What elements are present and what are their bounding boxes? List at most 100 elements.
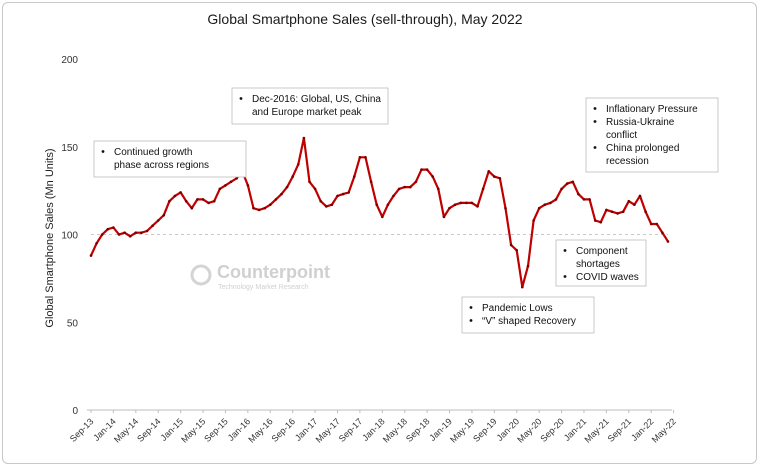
data-point xyxy=(168,199,171,203)
annotation-frame xyxy=(461,296,595,334)
x-tick-label: Sep-21 xyxy=(606,416,634,444)
data-point xyxy=(537,206,541,210)
data-point xyxy=(140,231,143,234)
x-tick-label: Sep-18 xyxy=(404,416,432,444)
watermark: Counterpoint Technology Market Research xyxy=(190,262,330,291)
data-point xyxy=(291,175,295,178)
bullet-icon xyxy=(239,97,243,100)
data-point xyxy=(442,215,446,219)
x-tick-label: May-20 xyxy=(515,416,543,444)
data-point xyxy=(358,156,362,159)
data-point xyxy=(420,168,423,171)
data-point xyxy=(493,175,496,178)
data-point xyxy=(207,201,210,205)
data-point xyxy=(437,187,440,191)
data-point xyxy=(487,170,491,173)
data-point xyxy=(649,222,653,226)
data-point xyxy=(179,191,182,194)
data-point xyxy=(554,198,558,201)
annotation-text: Continued growth xyxy=(114,147,192,158)
x-tick-label: Sep-20 xyxy=(538,416,566,444)
data-point xyxy=(297,163,300,166)
bullet-icon xyxy=(563,249,567,252)
data-point xyxy=(151,224,154,227)
data-point xyxy=(470,201,474,205)
data-point xyxy=(414,180,418,184)
data-point xyxy=(162,213,166,217)
x-tick-label: May-21 xyxy=(582,416,610,444)
annotation-text: recession xyxy=(606,156,649,167)
data-point xyxy=(549,201,552,205)
data-point xyxy=(459,201,463,205)
x-axis: Sep-13Jan-14May-14Sep-14Jan-15May-15Sep-… xyxy=(68,410,678,445)
data-point xyxy=(560,187,563,191)
data-point xyxy=(465,201,468,205)
annotations: Continued growth phase across regions Dec-… xyxy=(93,87,719,334)
data-point xyxy=(521,285,524,289)
bullet-icon xyxy=(469,319,473,322)
data-point xyxy=(364,156,367,159)
data-point xyxy=(425,168,429,171)
y-tick-label: 0 xyxy=(72,406,78,417)
bullet-icon xyxy=(593,120,597,123)
annotation-frame xyxy=(231,87,389,125)
data-point xyxy=(409,185,412,189)
data-point xyxy=(369,180,373,184)
data-point xyxy=(302,136,306,140)
data-point xyxy=(156,219,160,222)
x-tick-label: Sep-17 xyxy=(337,416,365,444)
data-point xyxy=(661,231,664,234)
data-point xyxy=(526,264,530,268)
annotation-text: COVID waves xyxy=(576,272,639,283)
data-point xyxy=(285,185,289,189)
annotation-text: Pandemic Lows xyxy=(482,303,553,314)
annotation-text: conflict xyxy=(606,130,637,141)
x-tick-label: May-14 xyxy=(112,416,140,444)
data-point xyxy=(212,199,216,203)
annotation-frame xyxy=(585,97,719,173)
data-point xyxy=(593,219,597,222)
data-point xyxy=(173,194,177,198)
data-point xyxy=(224,184,227,187)
data-point xyxy=(599,220,603,224)
data-point xyxy=(145,229,149,233)
data-point xyxy=(498,177,502,180)
x-tick-label: Sep-16 xyxy=(269,416,297,444)
data-point xyxy=(341,192,345,196)
x-tick-label: Sep-19 xyxy=(471,416,499,444)
watermark-tagline: Technology Market Research xyxy=(218,284,309,291)
annotation-text: Inflationary Pressure xyxy=(606,104,698,115)
data-point xyxy=(263,206,267,210)
data-point xyxy=(100,233,104,236)
annotation-box: Inflationary Pressure Russia-Ukraine confl… xyxy=(585,97,719,173)
data-point xyxy=(655,222,659,226)
x-tick-label: May-15 xyxy=(179,416,207,444)
data-point xyxy=(336,194,339,198)
data-point xyxy=(280,192,283,196)
data-point xyxy=(95,242,98,245)
data-point xyxy=(621,210,625,213)
data-point xyxy=(347,191,351,194)
data-point xyxy=(235,177,238,180)
data-point xyxy=(481,187,485,191)
data-point xyxy=(582,198,586,201)
data-point xyxy=(319,199,323,203)
y-tick-label: 200 xyxy=(61,55,78,66)
bullet-icon xyxy=(593,107,597,110)
data-point xyxy=(184,199,188,203)
x-tick-label: May-16 xyxy=(246,416,274,444)
data-point xyxy=(134,231,138,234)
data-point xyxy=(246,184,250,187)
data-point xyxy=(565,182,569,185)
data-point xyxy=(128,235,132,238)
data-point xyxy=(313,187,317,191)
annotation-box: Pandemic Lows “V” shaped Recovery xyxy=(461,296,595,334)
data-point xyxy=(577,192,580,196)
data-point xyxy=(666,240,670,243)
data-point xyxy=(448,206,451,210)
x-tick-label: May-22 xyxy=(650,416,678,444)
data-point xyxy=(515,249,518,252)
data-point xyxy=(381,215,384,219)
x-tick-label: May-18 xyxy=(381,416,409,444)
y-tick-label: 150 xyxy=(61,143,78,154)
